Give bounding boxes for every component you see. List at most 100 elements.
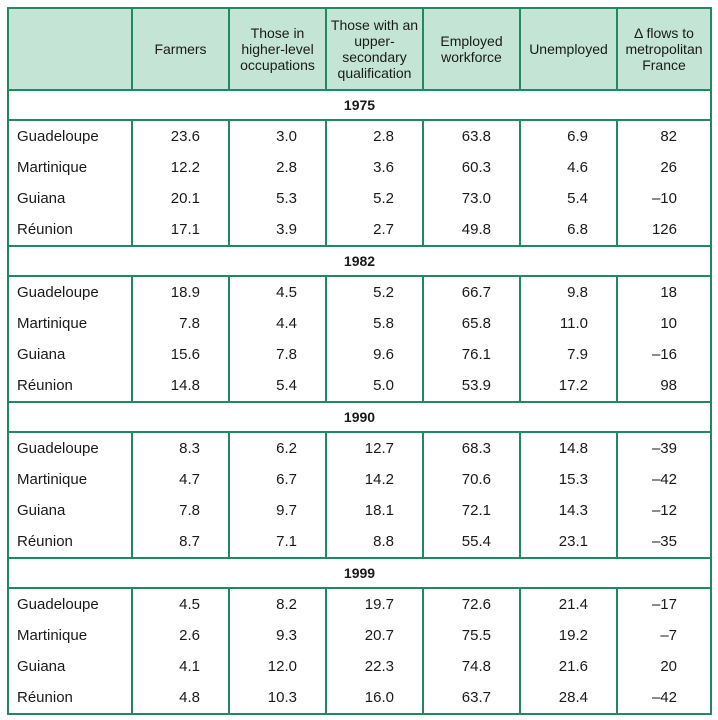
region-name: Martinique <box>7 308 133 339</box>
table-row: Réunion 17.1 3.9 2.7 49.8 6.8 126 <box>7 214 712 246</box>
region-name: Martinique <box>7 152 133 183</box>
table-cell: 7.8 <box>131 308 230 339</box>
table-row: Martinique 7.8 4.4 5.8 65.8 11.0 10 <box>7 308 712 339</box>
table-cell: 75.5 <box>422 620 521 651</box>
year-row: 1990 <box>8 401 711 433</box>
table-cell: 82 <box>616 120 712 152</box>
table-cell: 6.8 <box>519 214 618 246</box>
table-cell: 17.1 <box>131 214 230 246</box>
table-cell: –16 <box>616 339 712 370</box>
table-row: Martinique 4.7 6.7 14.2 70.6 15.3 –42 <box>7 464 712 495</box>
table-cell: 5.4 <box>228 370 327 402</box>
table-cell: 15.3 <box>519 464 618 495</box>
table-cell: 49.8 <box>422 214 521 246</box>
table-cell: 10.3 <box>228 682 327 714</box>
table-cell: –7 <box>616 620 712 651</box>
region-name: Guadeloupe <box>7 432 133 464</box>
region-name: Réunion <box>7 214 133 246</box>
table-cell: 3.0 <box>228 120 327 152</box>
table-row: Réunion 4.8 10.3 16.0 63.7 28.4 –42 <box>7 682 712 714</box>
year-row: 1982 <box>8 245 711 277</box>
table-cell: 4.4 <box>228 308 327 339</box>
table-cell: 15.6 <box>131 339 230 370</box>
table-cell: 16.0 <box>325 682 424 714</box>
table-body: 1975 Guadeloupe 23.6 3.0 2.8 63.8 6.9 82 Martini… <box>7 89 712 714</box>
table-cell: 2.6 <box>131 620 230 651</box>
table-cell: 14.3 <box>519 495 618 526</box>
table-cell: 74.8 <box>422 651 521 682</box>
table-row: Martinique 12.2 2.8 3.6 60.3 4.6 26 <box>7 152 712 183</box>
table-cell: 63.7 <box>422 682 521 714</box>
table-row: Martinique 2.6 9.3 20.7 75.5 19.2 –7 <box>7 620 712 651</box>
table-cell: 4.7 <box>131 464 230 495</box>
table-cell: 18.1 <box>325 495 424 526</box>
table-cell: 5.2 <box>325 276 424 308</box>
header-employed-workforce: Employed workforce <box>422 8 521 91</box>
table-cell: 4.5 <box>131 588 230 620</box>
table-row: Guiana 20.1 5.3 5.2 73.0 5.4 –10 <box>7 183 712 214</box>
table-cell: 6.9 <box>519 120 618 152</box>
table-cell: –39 <box>616 432 712 464</box>
table-cell: 5.3 <box>228 183 327 214</box>
header-corner <box>7 8 133 91</box>
table-cell: 8.8 <box>325 526 424 558</box>
region-name: Réunion <box>7 682 133 714</box>
table-cell: 11.0 <box>519 308 618 339</box>
table-row: Guadeloupe 18.9 4.5 5.2 66.7 9.8 18 <box>7 276 712 308</box>
table-cell: 8.2 <box>228 588 327 620</box>
table-row: Guadeloupe 4.5 8.2 19.7 72.6 21.4 –17 <box>7 588 712 620</box>
table-row: Réunion 14.8 5.4 5.0 53.9 17.2 98 <box>7 370 712 402</box>
table-row: Guiana 4.1 12.0 22.3 74.8 21.6 20 <box>7 651 712 682</box>
table-cell: 12.2 <box>131 152 230 183</box>
table-cell: 3.6 <box>325 152 424 183</box>
table-cell: 5.8 <box>325 308 424 339</box>
table-row: Guadeloupe 8.3 6.2 12.7 68.3 14.8 –39 <box>7 432 712 464</box>
table-cell: 21.6 <box>519 651 618 682</box>
region-name: Martinique <box>7 464 133 495</box>
table-cell: 18.9 <box>131 276 230 308</box>
table-cell: –10 <box>616 183 712 214</box>
year-label: 1975 <box>8 89 711 121</box>
table-cell: 23.6 <box>131 120 230 152</box>
table-cell: 3.9 <box>228 214 327 246</box>
header-flows-to-metropolitan-france: Δ flows to metropolitan France <box>616 8 712 91</box>
table-cell: 14.8 <box>519 432 618 464</box>
table-cell: 60.3 <box>422 152 521 183</box>
region-name: Guadeloupe <box>7 588 133 620</box>
table-cell: 22.3 <box>325 651 424 682</box>
header-farmers: Farmers <box>131 8 230 91</box>
table-cell: 70.6 <box>422 464 521 495</box>
table-cell: 2.8 <box>228 152 327 183</box>
table-cell: 126 <box>616 214 712 246</box>
table-cell: 7.1 <box>228 526 327 558</box>
table-cell: 28.4 <box>519 682 618 714</box>
region-name: Réunion <box>7 526 133 558</box>
table-cell: 6.7 <box>228 464 327 495</box>
table-cell: 6.2 <box>228 432 327 464</box>
table-cell: –35 <box>616 526 712 558</box>
table-row: Guadeloupe 23.6 3.0 2.8 63.8 6.9 82 <box>7 120 712 152</box>
table-cell: 5.4 <box>519 183 618 214</box>
table-cell: 14.2 <box>325 464 424 495</box>
table-cell: 18 <box>616 276 712 308</box>
table-cell: –42 <box>616 464 712 495</box>
header-unemployed: Unemployed <box>519 8 618 91</box>
table-cell: 9.3 <box>228 620 327 651</box>
table-cell: 76.1 <box>422 339 521 370</box>
region-name: Guadeloupe <box>7 120 133 152</box>
region-name: Guiana <box>7 651 133 682</box>
table-cell: 4.1 <box>131 651 230 682</box>
table-cell: 12.7 <box>325 432 424 464</box>
header-upper-secondary-qualification: Those with an upper-secondary qualificat… <box>325 8 424 91</box>
table-cell: 9.8 <box>519 276 618 308</box>
table-header: Farmers Those in higher-level occupation… <box>7 8 712 91</box>
table-cell: 4.5 <box>228 276 327 308</box>
table-row: Guiana 7.8 9.7 18.1 72.1 14.3 –12 <box>7 495 712 526</box>
table-cell: 68.3 <box>422 432 521 464</box>
table-cell: 21.4 <box>519 588 618 620</box>
table-cell: 4.6 <box>519 152 618 183</box>
table-cell: 53.9 <box>422 370 521 402</box>
table-cell: 66.7 <box>422 276 521 308</box>
table-cell: 10 <box>616 308 712 339</box>
table-cell: 26 <box>616 152 712 183</box>
